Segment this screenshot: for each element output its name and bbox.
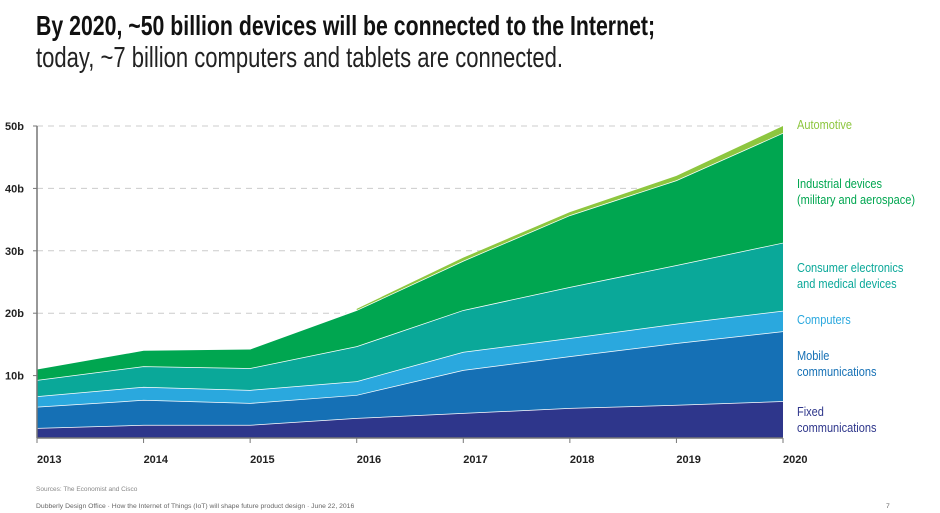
stacked-area-chart: 10b 20b 30b 40b 50b 2013 2014 2015 2016 2017 2018 2…	[5, 121, 807, 466]
source-note: Sources: The Economist and Cisco	[36, 486, 138, 493]
slide-title: By 2020, ~50 billion devices will be con…	[36, 10, 656, 41]
y-tick-label: 10b	[5, 371, 24, 383]
y-tick-label: 30b	[5, 246, 24, 258]
page-number: 7	[886, 503, 890, 510]
series-divider	[36, 132, 784, 370]
y-tick-label: 40b	[5, 183, 24, 195]
x-tick-label: 2013	[37, 454, 61, 466]
label-fixed: Fixed communications	[797, 405, 877, 435]
x-tick-label: 2015	[250, 454, 274, 466]
label-consumer: Consumer electronics and medical devices	[797, 261, 904, 291]
area-consumer-electronics-and-medical-devices	[37, 242, 783, 397]
footer: Dubberly Design Office · How the Interne…	[36, 503, 355, 510]
label-computers: Computers	[797, 313, 851, 327]
y-tick-label: 50b	[5, 121, 24, 133]
label-mobile: Mobile communications	[797, 349, 877, 379]
x-tick-label: 2018	[570, 454, 594, 466]
x-tick-label: 2014	[144, 454, 169, 466]
area-industrial-devices-military-and-aerospace-	[37, 132, 783, 380]
label-automotive: Automotive	[797, 118, 853, 132]
area-mobile-communications	[37, 331, 783, 429]
x-tick-label: 2016	[357, 454, 381, 466]
x-tick-label: 2017	[463, 454, 487, 466]
label-industrial: Industrial devices (military and aerospac…	[797, 177, 916, 207]
x-tick-label: 2020	[783, 454, 807, 466]
x-tick-label: 2019	[676, 454, 700, 466]
area-fixed-communications	[37, 401, 783, 438]
y-tick-label: 20b	[5, 308, 24, 320]
slide-subtitle: today, ~7 billion computers and tablets …	[36, 42, 564, 74]
